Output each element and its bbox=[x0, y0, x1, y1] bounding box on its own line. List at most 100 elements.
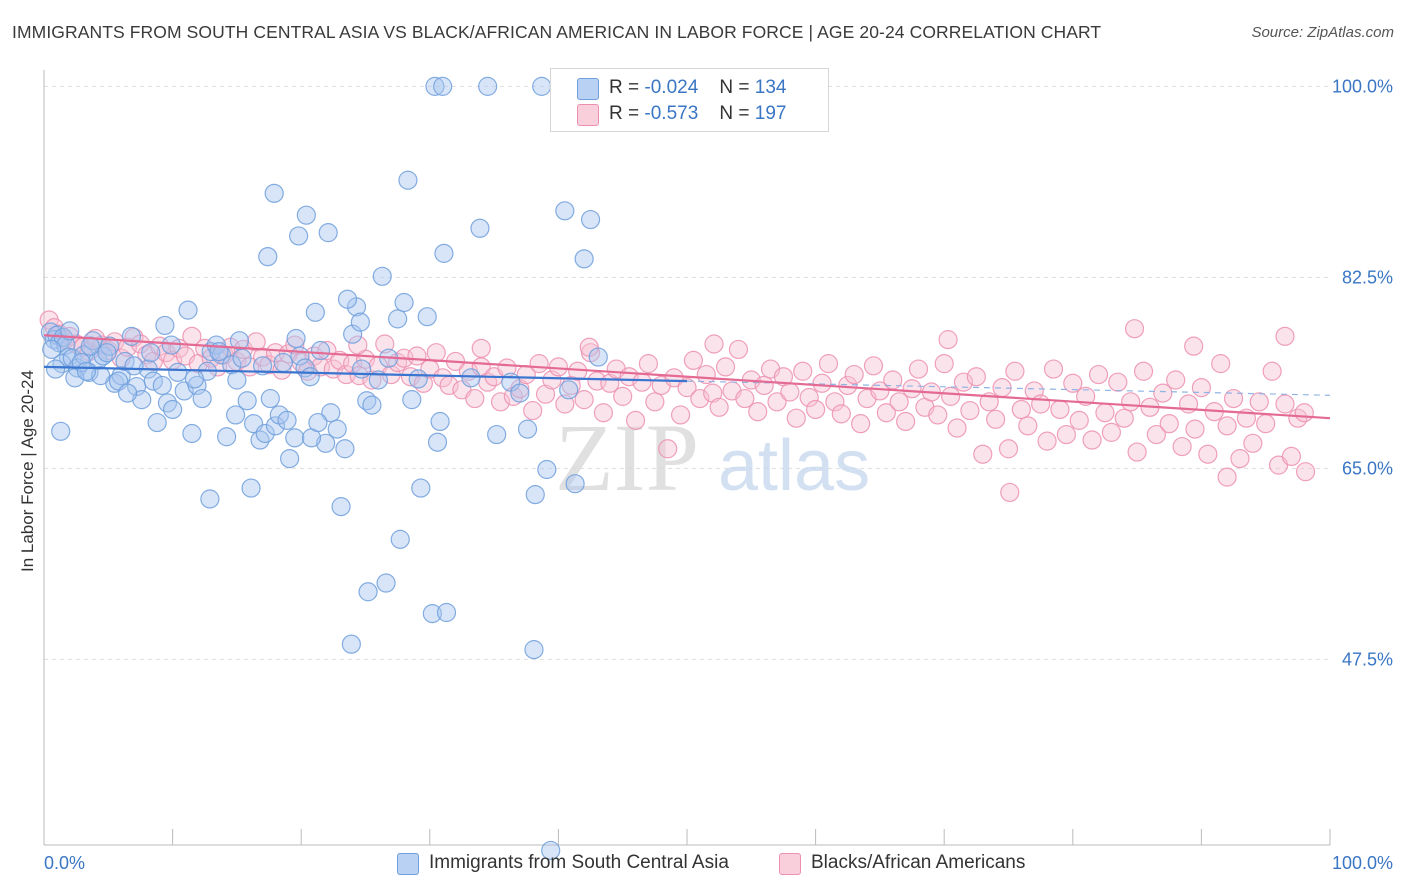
point-immigrants bbox=[402, 390, 422, 410]
point-blacks bbox=[1018, 416, 1038, 436]
point-immigrants bbox=[76, 361, 97, 381]
point-blacks bbox=[704, 334, 724, 354]
point-blacks bbox=[1217, 467, 1237, 487]
point-blacks bbox=[465, 388, 485, 409]
series-blacks-points bbox=[39, 310, 1316, 503]
point-blacks bbox=[523, 400, 543, 421]
point-blacks bbox=[1011, 399, 1031, 420]
x-ticks bbox=[43, 829, 1331, 845]
point-blacks bbox=[1050, 399, 1070, 420]
point-blacks bbox=[1185, 419, 1205, 439]
point-immigrants bbox=[147, 412, 167, 433]
point-blacks bbox=[658, 439, 678, 459]
point-blacks bbox=[780, 382, 800, 402]
point-immigrants bbox=[143, 371, 163, 391]
point-blacks bbox=[1114, 408, 1134, 428]
point-immigrants bbox=[461, 368, 481, 388]
point-immigrants bbox=[388, 309, 408, 329]
point-immigrants bbox=[232, 348, 252, 368]
point-immigrants bbox=[310, 340, 331, 361]
point-blacks bbox=[1281, 446, 1302, 467]
point-blacks bbox=[1294, 403, 1314, 423]
watermark-atlas: atlas bbox=[718, 426, 870, 506]
x-tick-label-max: 100.0% bbox=[1332, 853, 1393, 873]
point-blacks bbox=[1031, 394, 1051, 414]
point-blacks bbox=[960, 400, 980, 421]
point-blacks bbox=[793, 361, 813, 381]
point-immigrants bbox=[253, 356, 273, 376]
point-blacks bbox=[1076, 386, 1096, 406]
point-immigrants bbox=[97, 343, 117, 363]
point-immigrants bbox=[296, 205, 316, 225]
point-immigrants bbox=[308, 412, 328, 433]
point-blacks bbox=[1217, 416, 1237, 436]
point-immigrants bbox=[300, 367, 320, 387]
point-blacks bbox=[593, 403, 614, 423]
point-blacks bbox=[947, 418, 967, 438]
point-immigrants bbox=[258, 247, 278, 267]
point-immigrants bbox=[141, 343, 161, 363]
point-blacks bbox=[703, 383, 723, 403]
r-label: R = bbox=[609, 77, 640, 98]
point-immigrants bbox=[121, 326, 142, 346]
point-immigrants bbox=[394, 292, 414, 313]
legend-swatch-blacks bbox=[577, 104, 599, 126]
point-blacks bbox=[1063, 373, 1083, 393]
n-value-blacks: 197 bbox=[754, 103, 787, 124]
point-immigrants bbox=[478, 76, 498, 96]
point-blacks bbox=[973, 444, 993, 464]
point-blacks bbox=[844, 364, 864, 385]
point-immigrants bbox=[229, 331, 250, 351]
point-immigrants bbox=[331, 497, 351, 517]
point-immigrants bbox=[178, 300, 198, 320]
point-blacks bbox=[1256, 414, 1276, 434]
point-immigrants bbox=[517, 419, 538, 439]
trend-lines bbox=[43, 334, 1331, 420]
point-blacks bbox=[863, 356, 884, 376]
n-value-immigrants: 134 bbox=[754, 77, 787, 98]
point-blacks bbox=[317, 340, 337, 361]
y-axis-label: In Labor Force | Age 20-24 bbox=[18, 370, 37, 572]
point-immigrants bbox=[559, 380, 579, 400]
point-immigrants bbox=[222, 355, 242, 375]
point-blacks bbox=[1191, 378, 1212, 398]
point-immigrants bbox=[132, 390, 152, 410]
bottom-legend-label-immigrants: Immigrants from South Central Asia bbox=[429, 852, 729, 873]
point-blacks bbox=[1082, 430, 1102, 450]
x-tick-labels: 0.0% 100.0% bbox=[44, 853, 1393, 873]
point-blacks bbox=[683, 350, 704, 370]
point-blacks bbox=[548, 357, 569, 377]
point-blacks bbox=[818, 354, 839, 374]
point-immigrants bbox=[537, 459, 557, 480]
point-blacks bbox=[1172, 436, 1192, 457]
point-blacks bbox=[677, 378, 697, 398]
point-immigrants bbox=[350, 312, 370, 332]
n-label: N = bbox=[719, 77, 750, 98]
point-blacks bbox=[1211, 354, 1231, 374]
point-blacks bbox=[728, 339, 749, 360]
point-immigrants bbox=[541, 840, 561, 861]
point-blacks bbox=[928, 405, 948, 425]
point-blacks bbox=[375, 334, 395, 354]
point-immigrants bbox=[217, 427, 237, 447]
point-immigrants bbox=[318, 223, 338, 243]
point-immigrants bbox=[316, 433, 336, 453]
point-immigrants bbox=[277, 410, 297, 430]
point-immigrants bbox=[525, 485, 545, 505]
point-immigrants bbox=[42, 339, 62, 360]
point-immigrants bbox=[411, 478, 431, 498]
point-blacks bbox=[638, 354, 659, 374]
point-immigrants bbox=[487, 424, 507, 445]
y-tick-label: 65.0% bbox=[1342, 458, 1393, 478]
point-blacks bbox=[1295, 462, 1316, 482]
point-blacks bbox=[1133, 361, 1154, 381]
point-immigrants bbox=[372, 266, 392, 286]
trend-line-blacks bbox=[43, 334, 1331, 420]
point-blacks bbox=[934, 354, 954, 374]
point-immigrants bbox=[227, 370, 247, 390]
point-blacks bbox=[767, 392, 787, 412]
point-immigrants bbox=[115, 351, 135, 372]
point-blacks bbox=[896, 411, 916, 432]
trend-line-immigrants-extension bbox=[686, 380, 1331, 396]
point-blacks bbox=[433, 368, 453, 388]
